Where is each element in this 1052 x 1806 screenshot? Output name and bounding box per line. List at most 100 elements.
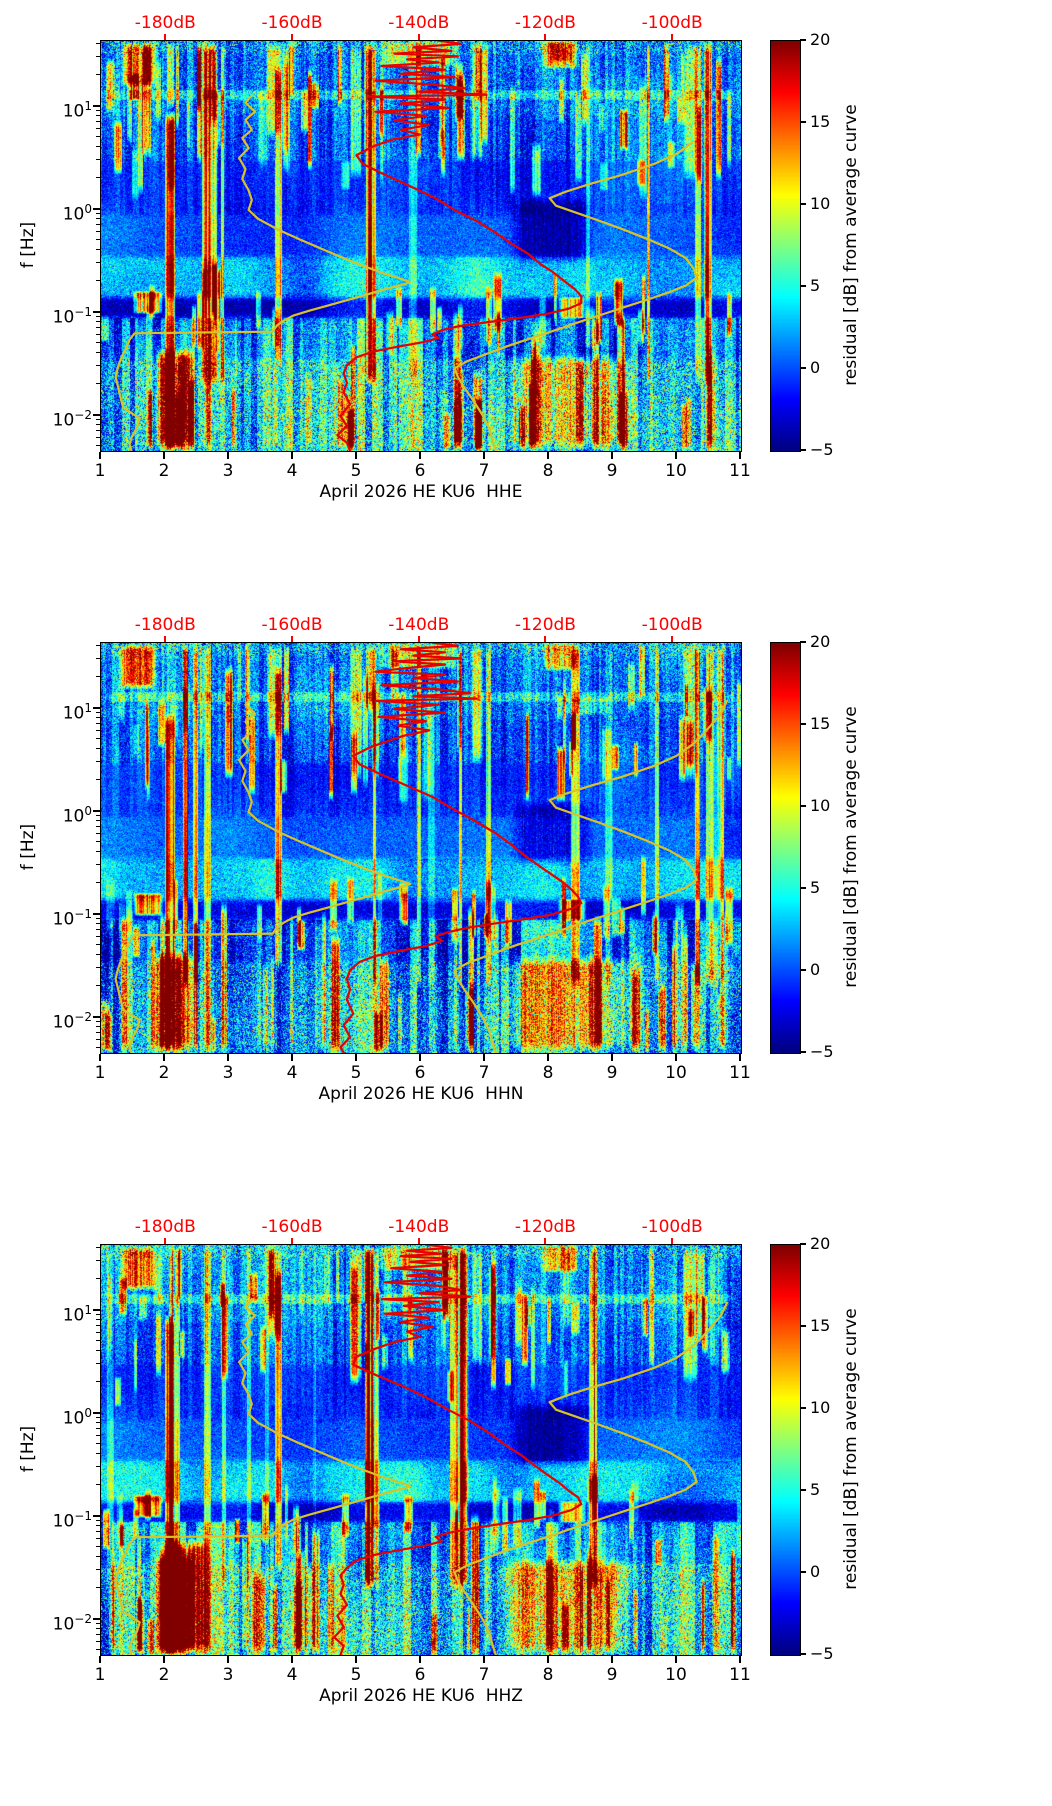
- x-tick-label: 2: [158, 461, 170, 481]
- colorbar-label: residual [dB] from average curve: [841, 706, 861, 988]
- x-tick-label: 2: [158, 1665, 170, 1685]
- y-minor-tick: [96, 761, 100, 763]
- top-db-tick: [164, 1238, 167, 1244]
- y-minor-tick: [96, 815, 100, 817]
- psd-curves-overlay: [114, 643, 729, 1053]
- x-tick-label: 11: [729, 1063, 751, 1083]
- colorbar-tick: [800, 1243, 806, 1245]
- colorbar-tick: [800, 1489, 806, 1491]
- y-axis-label: f [Hz]: [18, 221, 38, 269]
- colorbar-tick-label: 10: [810, 1398, 831, 1417]
- x-tick: [163, 1656, 165, 1663]
- colorbar-tick: [800, 1653, 806, 1655]
- low-noise-model-curve: [114, 1298, 412, 1655]
- colorbar: [770, 642, 801, 1054]
- x-tick: [291, 1054, 293, 1061]
- high-noise-model-curve: [453, 699, 729, 1053]
- x-tick-label: 6: [414, 1063, 426, 1083]
- y-minor-tick: [96, 110, 100, 112]
- x-tick: [739, 452, 741, 459]
- y-minor-tick: [96, 128, 100, 130]
- y-minor-tick: [96, 1484, 100, 1486]
- y-tick-label: 101: [62, 1302, 92, 1326]
- y-axis-label: f [Hz]: [18, 1425, 38, 1473]
- y-minor-tick: [96, 1649, 100, 1651]
- y-minor-tick: [96, 1325, 100, 1327]
- y-tick: [93, 105, 100, 107]
- x-tick-label: 3: [222, 461, 234, 481]
- spectrogram-plot: [100, 642, 742, 1054]
- x-tick: [675, 1054, 677, 1061]
- top-db-tick: [291, 636, 293, 642]
- x-tick-label: 4: [286, 1063, 298, 1083]
- y-minor-tick: [96, 944, 100, 946]
- colorbar-tick-label: 5: [810, 1480, 821, 1499]
- y-minor-tick: [96, 56, 100, 58]
- colorbar-tick: [800, 969, 806, 971]
- y-minor-tick: [96, 748, 100, 750]
- x-tick: [483, 452, 485, 459]
- y-minor-tick: [96, 1623, 100, 1625]
- y-minor-tick: [96, 1422, 100, 1424]
- top-db-tick-label: -180dB: [134, 1217, 196, 1237]
- y-minor-tick: [96, 1314, 100, 1316]
- y-minor-tick: [96, 1531, 100, 1533]
- y-minor-tick: [96, 864, 100, 866]
- y-minor-tick: [96, 1381, 100, 1383]
- y-tick: [93, 414, 100, 416]
- x-tick: [547, 1656, 549, 1663]
- top-db-tick: [544, 1238, 547, 1244]
- colorbar: [770, 1244, 801, 1656]
- y-minor-tick: [96, 445, 100, 447]
- y-minor-tick: [96, 1538, 100, 1540]
- top-db-tick: [417, 1238, 420, 1244]
- y-tick: [93, 913, 100, 915]
- y-minor-tick: [96, 1260, 100, 1262]
- colorbar-label: residual [dB] from average curve: [841, 104, 861, 386]
- x-tick-label: 8: [542, 1063, 554, 1083]
- colorbar-tick: [800, 723, 806, 725]
- y-axis-label: f [Hz]: [18, 823, 38, 871]
- y-minor-tick: [96, 826, 100, 828]
- y-minor-tick: [96, 717, 100, 719]
- x-axis-label: April 2026 HE KU6 HHN: [318, 1084, 524, 1104]
- top-db-tick-label: -100dB: [641, 615, 703, 635]
- x-tick: [227, 452, 229, 459]
- y-minor-tick: [96, 1428, 100, 1430]
- colorbar-tick: [800, 641, 806, 643]
- y-tick-label: 10−1: [52, 906, 92, 930]
- y-minor-tick: [96, 730, 100, 732]
- top-db-tick-label: -120dB: [514, 1217, 576, 1237]
- y-minor-tick: [96, 1520, 100, 1522]
- x-tick: [483, 1054, 485, 1061]
- spectrogram-plot: [100, 1244, 742, 1656]
- y-tick: [93, 1618, 100, 1620]
- top-db-tick-label: -140dB: [388, 13, 450, 33]
- y-minor-tick: [96, 954, 100, 956]
- psd-panel-hhn: f [Hz] April 2026 HE KU6 HHN residual [d…: [0, 602, 1052, 1204]
- y-minor-tick: [96, 967, 100, 969]
- y-minor-tick: [96, 146, 100, 148]
- colorbar-tick: [800, 1407, 806, 1409]
- y-minor-tick: [96, 1443, 100, 1445]
- top-db-tick-label: -100dB: [641, 1217, 703, 1237]
- top-db-tick: [417, 34, 420, 40]
- y-minor-tick: [96, 1641, 100, 1643]
- y-minor-tick: [96, 249, 100, 251]
- x-tick-label: 3: [222, 1665, 234, 1685]
- y-minor-tick: [96, 115, 100, 117]
- y-minor-tick: [96, 841, 100, 843]
- high-noise-model-curve: [453, 141, 698, 451]
- x-tick-label: 5: [350, 461, 362, 481]
- colorbar-tick: [800, 367, 806, 369]
- top-db-tick: [671, 1238, 674, 1244]
- y-minor-tick: [96, 923, 100, 925]
- y-minor-tick: [96, 213, 100, 215]
- x-tick-label: 5: [350, 1665, 362, 1685]
- y-minor-tick: [96, 1466, 100, 1468]
- y-tick-label: 100: [62, 201, 92, 225]
- y-tick-label: 100: [62, 1405, 92, 1429]
- y-tick-label: 10−1: [52, 304, 92, 328]
- colorbar-tick-label: 10: [810, 796, 831, 815]
- x-tick: [99, 452, 101, 459]
